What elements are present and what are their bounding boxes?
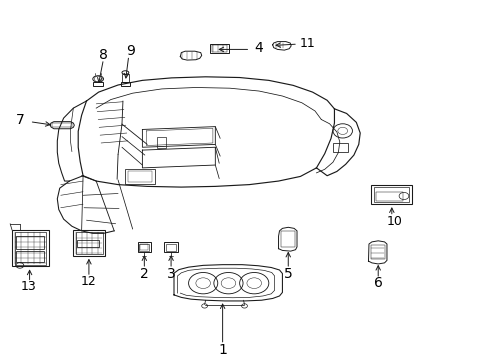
Bar (281, 231, 294, 247)
Bar (140, 244, 148, 250)
Bar (373, 187, 408, 202)
Text: 6: 6 (373, 276, 382, 290)
Bar (375, 192, 402, 201)
Bar (166, 244, 176, 251)
Bar (127, 171, 152, 182)
Bar (12, 230, 48, 266)
Bar (76, 232, 102, 254)
Bar (15, 232, 46, 265)
Text: 2: 2 (140, 266, 148, 280)
Bar (164, 242, 178, 252)
Text: 5: 5 (284, 266, 292, 280)
Bar (52, 123, 72, 127)
Bar (139, 244, 149, 251)
Bar (210, 44, 228, 53)
Bar (93, 82, 103, 86)
Bar (157, 137, 165, 148)
Bar (370, 185, 411, 204)
Text: 4: 4 (254, 41, 263, 55)
Text: 9: 9 (125, 44, 134, 58)
Bar (16, 236, 44, 249)
Text: 10: 10 (386, 215, 401, 228)
Bar (77, 240, 99, 247)
Text: 12: 12 (81, 275, 97, 288)
Bar (332, 143, 347, 152)
Bar (370, 245, 384, 259)
Text: 7: 7 (16, 113, 24, 126)
Bar (16, 251, 44, 262)
Text: 13: 13 (20, 280, 36, 293)
Text: 1: 1 (218, 343, 226, 357)
Text: 3: 3 (166, 266, 175, 280)
Bar (120, 82, 130, 86)
Bar (211, 45, 227, 52)
Text: 8: 8 (99, 48, 108, 62)
Bar (137, 242, 151, 252)
Text: 11: 11 (299, 37, 315, 50)
Bar (122, 74, 128, 82)
Bar (73, 230, 105, 256)
Bar (125, 169, 154, 184)
